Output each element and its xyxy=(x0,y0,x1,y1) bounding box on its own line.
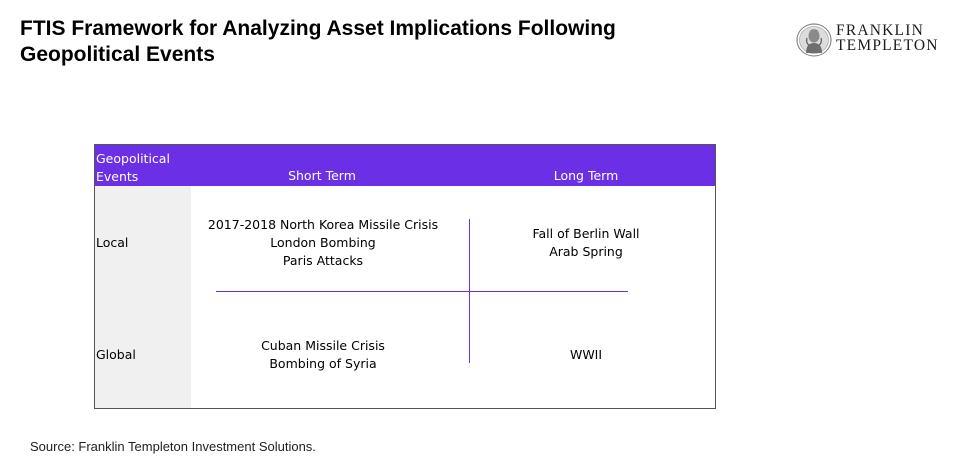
cell-local-short-term: 2017-2018 North Korea Missile Crisis Lon… xyxy=(191,216,455,270)
row-label-global: Global xyxy=(96,347,136,362)
cell-global-short-term: Cuban Missile Crisis Bombing of Syria xyxy=(191,337,455,373)
row-label-local: Local xyxy=(96,235,129,250)
logo-wordmark: FRANKLIN TEMPLETON xyxy=(836,22,939,54)
row-label-column xyxy=(95,186,191,408)
list-item: London Bombing xyxy=(270,235,376,250)
franklin-templeton-logo: FRANKLIN TEMPLETON xyxy=(794,22,954,62)
list-item: Fall of Berlin Wall xyxy=(532,226,640,241)
list-item: Cuban Missile Crisis xyxy=(261,338,385,353)
quadrant-divider-horizontal xyxy=(216,291,628,292)
source-note: Source: Franklin Templeton Investment So… xyxy=(30,439,316,454)
logo-line-2: TEMPLETON xyxy=(836,37,939,54)
list-item: Paris Attacks xyxy=(282,253,364,268)
cell-global-long-term: WWII xyxy=(455,346,717,364)
page-title: FTIS Framework for Analyzing Asset Impli… xyxy=(20,17,616,66)
list-item: Bombing of Syria xyxy=(269,356,377,371)
list-item: Arab Spring xyxy=(549,244,623,259)
header-geopolitical-events: Geopolitical Events xyxy=(96,151,170,184)
header-long-term: Long Term xyxy=(553,168,619,183)
table-header: Geopolitical Events Short Term Long Term xyxy=(95,145,715,186)
header-short-term: Short Term xyxy=(288,168,356,183)
list-item: WWII xyxy=(569,347,603,362)
logo-line-1: FRANKLIN xyxy=(836,22,924,39)
cell-local-long-term: Fall of Berlin Wall Arab Spring xyxy=(455,225,717,261)
framework-table: Geopolitical Events Short Term Long Term… xyxy=(94,144,716,409)
franklin-portrait-seal-icon xyxy=(796,23,832,57)
list-item: 2017-2018 North Korea Missile Crisis xyxy=(207,217,439,232)
